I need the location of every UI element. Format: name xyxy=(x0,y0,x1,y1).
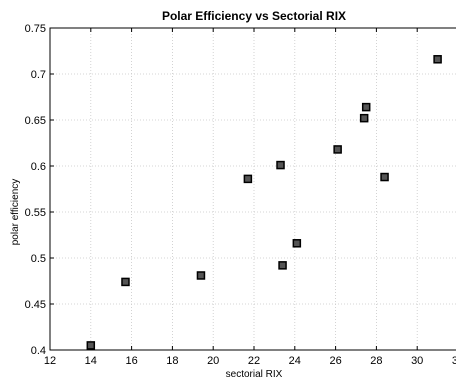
x-tick-label: 26 xyxy=(329,355,341,367)
data-point xyxy=(380,172,389,182)
data-point xyxy=(121,277,130,287)
y-tick-label: 0.65 xyxy=(25,115,46,127)
x-tick-label: 24 xyxy=(289,355,301,367)
data-point xyxy=(333,145,342,154)
x-tick-label: 22 xyxy=(248,355,260,367)
x-tick-label: 32 xyxy=(452,355,456,367)
axes: 12 14 16 18 20 22 24 26 28 30 32 0.4 0.45 0.5 0.55 0.6 0… xyxy=(25,23,456,367)
grid-lines xyxy=(50,28,456,350)
y-tick-label: 0.75 xyxy=(25,23,46,35)
y-tick-label: 0.45 xyxy=(25,299,46,311)
data-point xyxy=(276,160,285,170)
data-point xyxy=(278,261,287,270)
chart-title: Polar Efficiency vs Sectorial RIX xyxy=(162,9,346,23)
y-tick-label: 0.7 xyxy=(31,69,46,81)
y-tick-label: 0.55 xyxy=(25,207,46,219)
data-point xyxy=(361,102,371,112)
x-tick-label: 28 xyxy=(370,355,382,367)
y-tick-label: 0.5 xyxy=(31,253,46,265)
data-point xyxy=(243,174,253,184)
x-tick-label: 18 xyxy=(166,355,178,367)
x-axis-label: sectorial RIX xyxy=(226,369,283,380)
data-point xyxy=(359,113,369,123)
x-tick-label: 14 xyxy=(85,355,97,367)
x-tick-label: 16 xyxy=(125,355,137,367)
data-point xyxy=(196,271,206,280)
data-points xyxy=(86,55,442,350)
data-point xyxy=(292,239,302,248)
x-tick-label: 30 xyxy=(411,355,423,367)
plot-frame xyxy=(49,27,456,351)
x-tick-label: 12 xyxy=(44,355,56,367)
x-tick-label: 20 xyxy=(207,355,219,367)
y-tick-label: 0.6 xyxy=(31,161,46,173)
y-axis-label: polar efficiency xyxy=(10,179,21,246)
data-point xyxy=(433,55,442,64)
data-point xyxy=(86,341,96,350)
y-tick-label: 0.4 xyxy=(31,345,46,357)
